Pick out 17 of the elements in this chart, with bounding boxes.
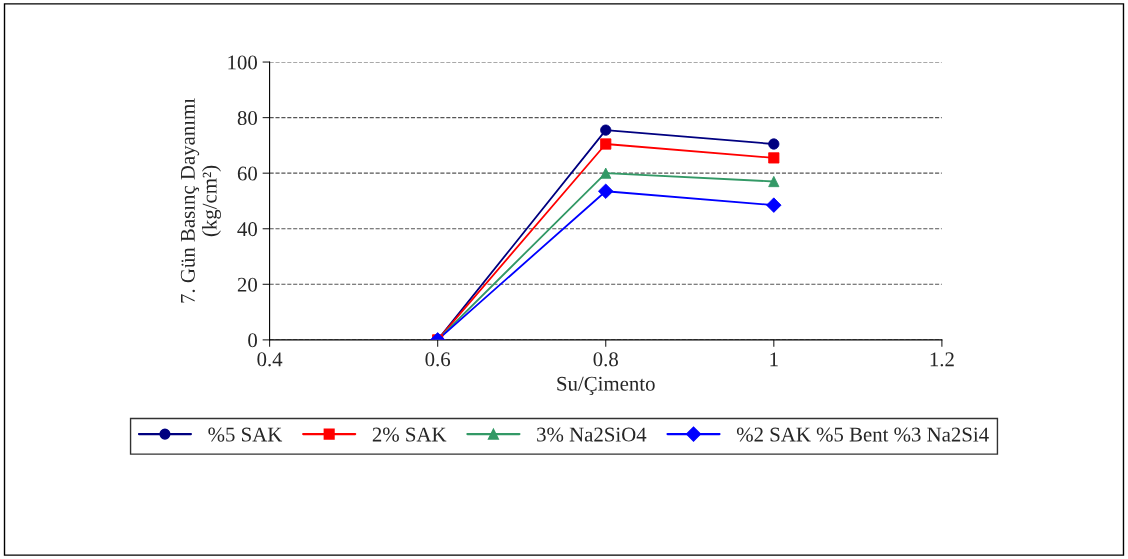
y-tick-label: 40 xyxy=(237,222,257,237)
y-tick-label: 20 xyxy=(237,277,257,292)
y-tick-label: 80 xyxy=(237,110,257,126)
legend-label: %5 SAK xyxy=(208,427,283,442)
x-tick-label: 0.8 xyxy=(593,352,618,367)
y-tick-label: 60 xyxy=(237,166,257,181)
x-tick-label: 0.6 xyxy=(425,352,451,367)
x-tick-label: 1.2 xyxy=(930,352,954,367)
legend-label: %2 SAK %5 Bent %3 Na2Si4 xyxy=(736,427,989,442)
x-tick-label: 1 xyxy=(770,352,778,367)
x-tick-label: 0.4 xyxy=(257,352,283,367)
y-tick-label: 100 xyxy=(228,55,257,70)
x-axis-title: Su/Çimento xyxy=(557,376,655,396)
legend-label: 3% Na2SiO4 xyxy=(537,427,647,442)
y-tick-label: 0 xyxy=(248,333,257,348)
legend-label: 2% SAK xyxy=(372,427,447,442)
y-axis-title: 7. Gün Basınç Dayanımı (kg/cm²) xyxy=(180,98,221,303)
